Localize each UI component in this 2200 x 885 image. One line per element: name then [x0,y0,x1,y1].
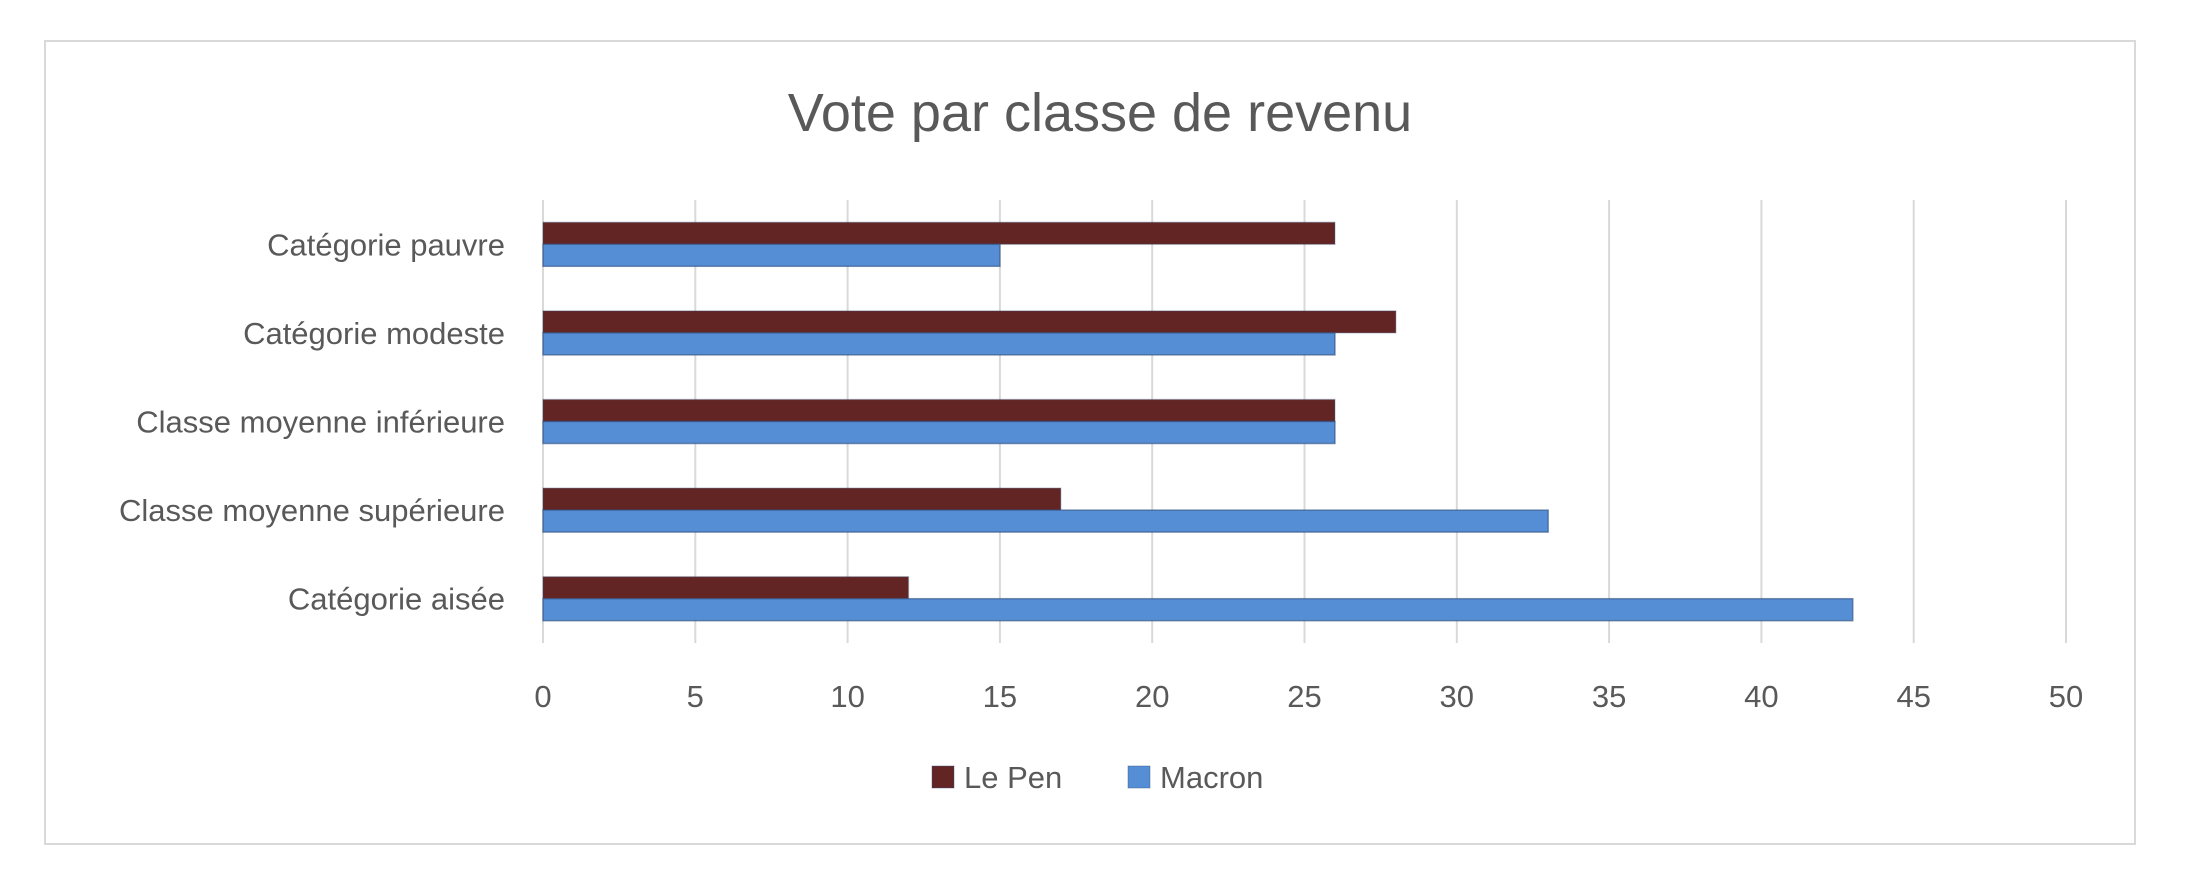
legend-swatch [931,765,955,789]
legend-label: Le Pen [964,760,1062,795]
bar-macron [542,597,1854,622]
x-tick-label: 35 [1592,679,1626,714]
category-label: Catégorie aisée [288,582,505,617]
bars [542,221,1854,622]
x-tick-labels: 0 5 10 15 20 25 30 35 40 45 50 [534,679,2083,714]
chart-title: Vote par classe de revenu [787,83,1413,143]
x-tick-label: 20 [1135,679,1169,714]
x-tick-label: 15 [983,679,1017,714]
bar-macron [542,243,1001,268]
x-tick-label: 30 [1440,679,1474,714]
category-label: Classe moyenne supérieure [119,493,505,528]
x-tick-label: 25 [1287,679,1321,714]
legend: Le Pen Macron [931,760,1263,795]
bar-le-pen [542,398,1336,423]
legend-swatch [1127,765,1151,789]
bar-le-pen [542,487,1062,511]
legend-label: Macron [1160,760,1263,795]
bar-le-pen [542,310,1397,334]
x-tick-label: 40 [1744,679,1778,714]
x-tick-label: 5 [687,679,704,714]
category-label: Classe moyenne inférieure [136,405,505,440]
x-tick-label: 10 [830,679,864,714]
bar-le-pen [542,221,1336,246]
x-tick-label: 50 [2049,679,2083,714]
category-labels: Catégorie pauvre Catégorie modeste Classe … [119,227,505,616]
bar-macron [542,420,1336,445]
bar-le-pen [542,575,910,600]
category-label: Catégorie modeste [243,316,505,351]
x-tick-label: 45 [1896,679,1930,714]
bar-macron [542,509,1549,533]
x-tick-label: 0 [534,679,551,714]
category-label: Catégorie pauvre [267,227,505,262]
bar-macron [542,332,1336,356]
